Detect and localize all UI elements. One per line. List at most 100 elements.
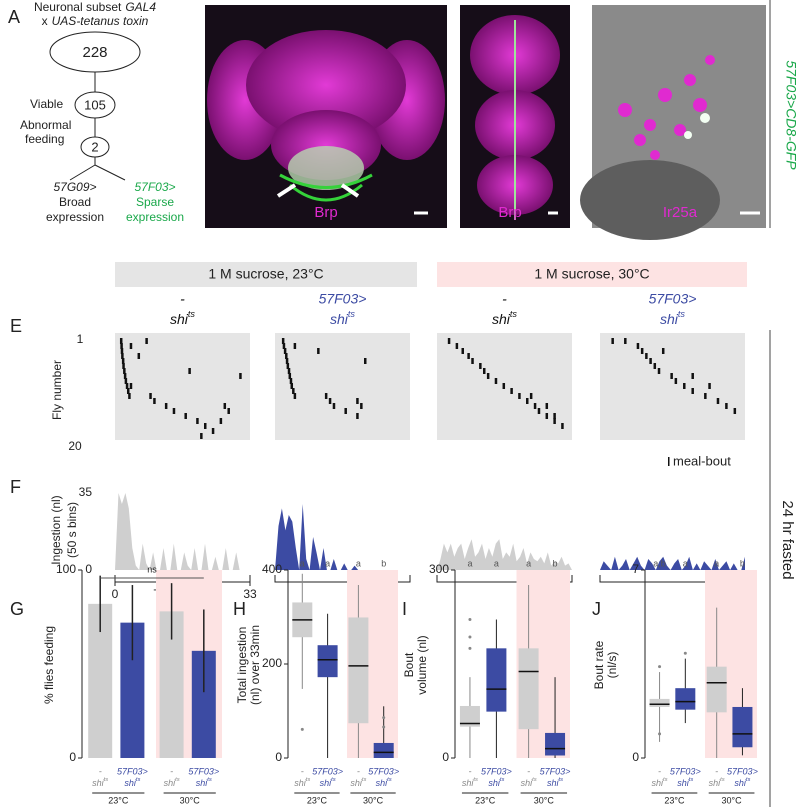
text: ts <box>188 309 196 319</box>
count: 2 <box>91 139 98 154</box>
y-tick-label: 7 <box>632 562 639 576</box>
genotype: shits <box>294 777 310 789</box>
image-label: Ir25a <box>663 204 698 221</box>
image-label: Brp <box>498 204 521 221</box>
meal-bout <box>223 403 227 409</box>
meal-bout <box>447 338 451 344</box>
text: ts <box>473 777 478 783</box>
axis-label: (nl/s) <box>605 652 619 679</box>
text: ts <box>510 309 518 319</box>
label: - <box>357 766 360 776</box>
label: 57F03> <box>540 766 571 776</box>
axis-label: (nl) over 33min <box>248 625 262 705</box>
meal-bout <box>471 358 474 364</box>
box <box>373 742 394 758</box>
bar <box>120 622 145 758</box>
ingestion-area <box>115 493 250 570</box>
label: 57F03> <box>670 766 701 776</box>
image-label: Brp <box>314 204 337 221</box>
label: - <box>527 766 530 776</box>
significance-letter: b <box>381 558 386 568</box>
significance-letter: a <box>356 558 361 568</box>
meal-bout <box>545 413 549 419</box>
text: shi <box>92 778 105 788</box>
meal-bout <box>624 338 627 344</box>
meal-bout <box>494 378 498 384</box>
genotype: shits <box>734 777 750 789</box>
text: shi <box>330 311 349 327</box>
meal-bout <box>137 353 141 359</box>
meal-bout <box>123 368 126 374</box>
label: - <box>180 291 185 307</box>
outlier <box>468 635 472 639</box>
label: 57F03> <box>481 766 512 776</box>
label: 57F03> <box>649 291 697 307</box>
meal-bout <box>288 373 292 379</box>
text: shi <box>677 778 690 788</box>
meal-bout <box>691 373 694 379</box>
meal-bout <box>455 343 459 349</box>
text: shi <box>652 778 665 788</box>
label: 57F03> <box>117 766 148 776</box>
meal-bout <box>285 358 289 364</box>
text: shi <box>196 778 209 788</box>
meal-bout <box>153 398 156 404</box>
label: Sparse <box>136 195 174 209</box>
meal-bout <box>290 383 294 389</box>
text: shi <box>170 311 189 327</box>
meal-bout <box>518 393 521 399</box>
meal-bout <box>125 383 129 389</box>
meal-bout <box>649 358 652 364</box>
meal-bout <box>529 393 533 399</box>
panel-label: A <box>8 7 20 27</box>
genotype: shits <box>462 777 478 789</box>
box <box>459 705 480 727</box>
raster-bg <box>600 333 745 440</box>
text: shi <box>320 778 333 788</box>
meal-bout <box>704 393 707 399</box>
label: Abnormal <box>20 118 71 132</box>
significance-letter: b <box>553 558 558 568</box>
legend-mark <box>668 457 670 466</box>
meal-bout <box>120 343 123 349</box>
label: - <box>715 766 718 776</box>
meal-bout <box>119 338 123 344</box>
meal-bout <box>123 373 127 379</box>
meal-bout <box>188 368 191 374</box>
significance-letter: a <box>526 558 531 568</box>
genotype: shits <box>488 777 504 789</box>
meal-bout <box>200 433 203 439</box>
text: ts <box>306 777 311 783</box>
meal-bout <box>285 353 288 359</box>
meal-bout <box>126 388 130 394</box>
meal-bout <box>526 398 529 404</box>
label: - <box>99 766 102 776</box>
meal-bout <box>725 403 728 409</box>
axis-label: Total ingestion <box>235 627 249 704</box>
y-tick-label: 300 <box>429 562 449 576</box>
legend-label: meal-bout <box>673 453 731 468</box>
text: ts <box>720 777 725 783</box>
panel-label: H <box>233 599 246 619</box>
ingestion-area <box>600 556 745 570</box>
y-tick-label: 0 <box>69 750 76 764</box>
y-tick-label: 0 <box>632 750 639 764</box>
label: Viable <box>30 97 63 111</box>
text: ts <box>678 309 686 319</box>
arrow <box>276 183 297 198</box>
panel-label: G <box>10 599 24 619</box>
meal-bout <box>289 378 293 384</box>
count: 105 <box>84 97 106 112</box>
label: - <box>170 766 173 776</box>
title-line: Neuronal subset GAL4 <box>34 0 156 14</box>
label: 57F03> <box>312 766 343 776</box>
meal-bout <box>553 413 556 419</box>
group-label: 30°C <box>180 795 201 805</box>
axis-label: % flies feeding <box>42 626 56 704</box>
meal-bout <box>129 383 133 389</box>
images <box>205 5 766 240</box>
label: - <box>468 766 471 776</box>
significance-letter: a <box>467 558 472 568</box>
condition-band <box>115 262 417 287</box>
meal-bout <box>145 338 148 344</box>
